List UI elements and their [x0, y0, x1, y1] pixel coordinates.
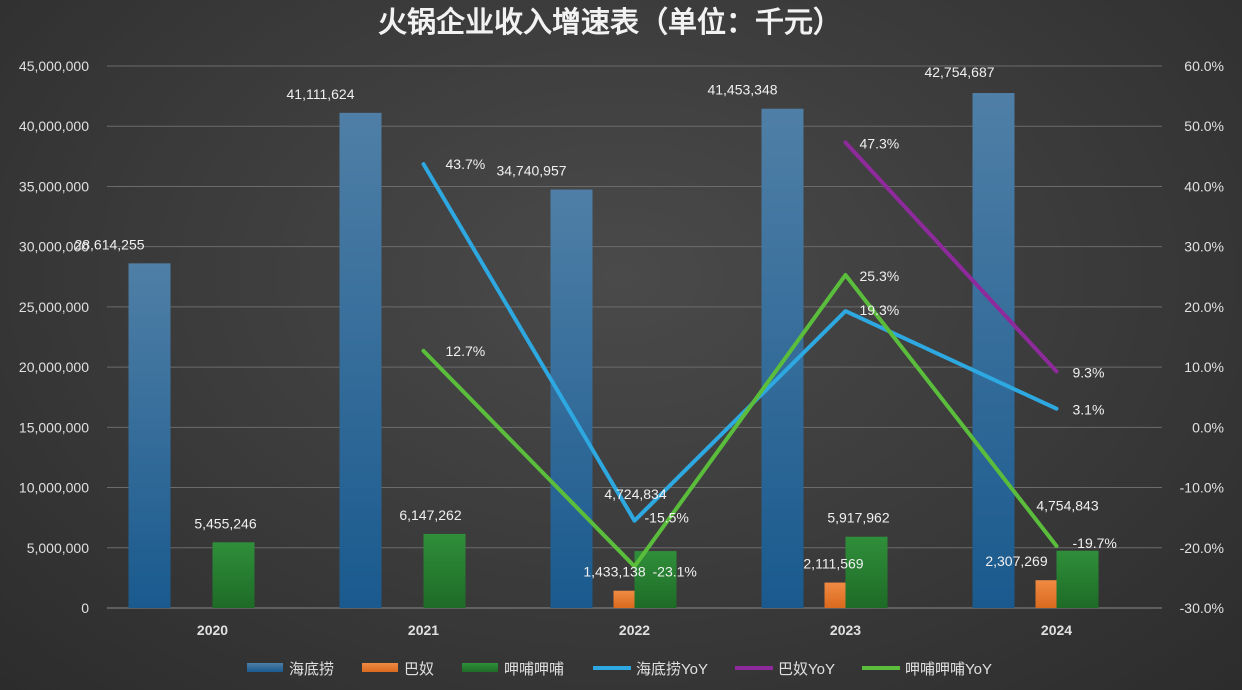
- bar-data-label: 34,740,957: [496, 163, 566, 179]
- y2-tick-label: -20.0%: [1180, 540, 1224, 556]
- line-data-label: 3.1%: [1073, 402, 1105, 418]
- bar: [972, 93, 1015, 608]
- x-axis: 2020 2021 2022 2023 2024: [197, 622, 1072, 638]
- legend-swatch: [362, 663, 398, 672]
- legend-label: 呷哺呷哺YoY: [905, 661, 992, 678]
- y-tick-label: 40,000,000: [19, 118, 89, 134]
- y2-tick-label: 50.0%: [1184, 118, 1224, 134]
- y-tick-label: 45,000,000: [19, 58, 89, 74]
- bar-data-label: 1,433,138: [583, 564, 645, 580]
- bar-data-label: 41,453,348: [707, 82, 777, 98]
- bar: [845, 536, 888, 608]
- bar: [128, 263, 171, 608]
- bar-data-label: 4,724,834: [604, 486, 666, 502]
- y-tick-label: 30,000,000: [19, 239, 89, 255]
- bar: [1056, 550, 1099, 608]
- bar-data-label: 5,455,246: [194, 515, 256, 531]
- y2-tick-label: 20.0%: [1184, 299, 1224, 315]
- line-data-label: 25.3%: [860, 268, 900, 284]
- bar: [634, 551, 677, 608]
- legend-label: 呷哺呷哺: [504, 661, 564, 678]
- line-data-label: 9.3%: [1073, 364, 1105, 380]
- data-labels: 28,614,255 41,111,624 34,740,957 41,453,348…: [74, 64, 1116, 580]
- line-data-label: -23.1%: [653, 563, 697, 579]
- series-line: [843, 140, 1059, 374]
- bar-data-label: 41,111,624: [287, 86, 355, 102]
- y2-tick-label: 0.0%: [1192, 419, 1224, 435]
- legend-label: 巴奴YoY: [778, 660, 835, 678]
- bar-data-label: 2,307,269: [985, 553, 1047, 569]
- y-tick-label: 35,000,000: [19, 178, 89, 194]
- bar-data-label: 6,147,262: [399, 507, 461, 523]
- bar-data-label: 2,111,569: [803, 556, 863, 572]
- x-tick-label: 2021: [408, 622, 439, 638]
- line-data-label: 47.3%: [860, 135, 900, 151]
- bar-data-label: 42,754,687: [924, 64, 994, 80]
- y2-tick-label: -10.0%: [1180, 480, 1224, 496]
- bar: [550, 189, 593, 609]
- y-tick-label: 10,000,000: [19, 480, 89, 496]
- y-axis-right: -30.0% -20.0% -10.0% 0.0% 10.0% 20.0% 30.0% 40.…: [1180, 58, 1224, 616]
- bar-data-label: 4,754,843: [1036, 498, 1098, 514]
- legend-swatch: [462, 663, 498, 672]
- line-data-label: -19.7%: [1073, 535, 1117, 551]
- line-data-label: 43.7%: [446, 156, 486, 172]
- y2-tick-label: 30.0%: [1184, 239, 1224, 255]
- line-data-label: -15.5%: [645, 510, 689, 526]
- legend-swatch: [247, 663, 283, 672]
- y-axis-left: 0 5,000,000 10,000,000 15,000,000 20,000,000…: [19, 58, 89, 616]
- y2-tick-label: 10.0%: [1184, 359, 1224, 375]
- series-line: [421, 162, 1059, 523]
- legend-label: 海底捞YoY: [636, 661, 708, 678]
- y-tick-label: 15,000,000: [19, 419, 89, 435]
- bar: [423, 533, 466, 608]
- bar: [339, 112, 382, 609]
- bar-series: [128, 93, 1099, 609]
- y2-tick-label: -30.0%: [1180, 600, 1224, 616]
- bar-data-label: 28,614,255: [74, 236, 144, 252]
- bar: [212, 542, 255, 608]
- y2-tick-label: 40.0%: [1184, 178, 1224, 194]
- legend-label: 巴奴: [404, 660, 434, 678]
- line-series: [421, 140, 1059, 569]
- bar-data-label: 5,917,962: [827, 510, 889, 526]
- chart-title: 火锅企业收入增速表（单位：千元）: [378, 5, 842, 39]
- legend: 海底捞 巴奴 呷哺呷哺 海底捞YoY 巴奴YoY 呷哺呷哺YoY: [247, 660, 992, 678]
- gridlines: [107, 65, 1162, 609]
- y2-tick-label: 60.0%: [1184, 58, 1224, 74]
- y-tick-label: 5,000,000: [27, 540, 89, 556]
- line-data-label: 19.3%: [860, 302, 900, 318]
- x-tick-label: 2023: [830, 622, 861, 638]
- series-line: [421, 272, 1059, 569]
- x-tick-label: 2020: [197, 622, 228, 638]
- y-tick-label: 20,000,000: [19, 359, 89, 375]
- x-tick-label: 2022: [619, 622, 650, 638]
- line-data-label: 12.7%: [446, 343, 486, 359]
- y-tick-label: 0: [81, 600, 89, 616]
- legend-label: 海底捞: [289, 661, 334, 678]
- x-tick-label: 2024: [1041, 622, 1072, 638]
- y-tick-label: 25,000,000: [19, 299, 89, 315]
